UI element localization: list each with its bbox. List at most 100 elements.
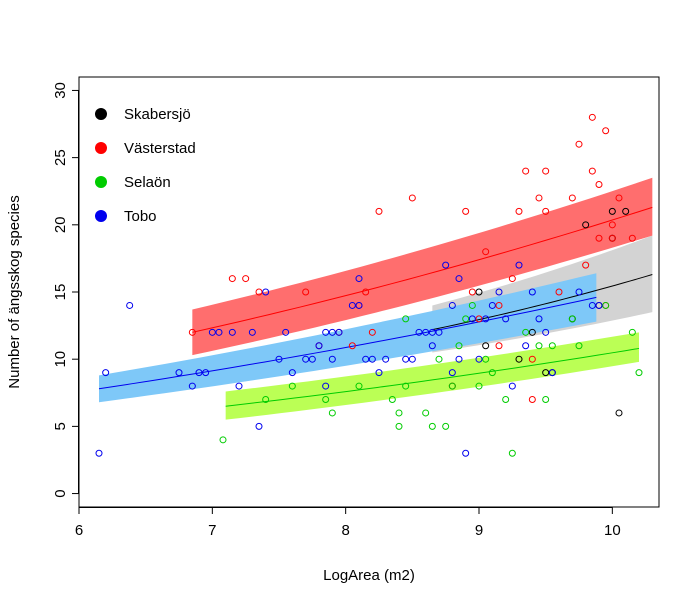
point-tobo <box>382 355 390 363</box>
point-tobo <box>588 301 596 309</box>
point-tobo <box>302 355 310 363</box>
point-vasterstad <box>475 315 483 323</box>
legend-label-vasterstad: Västerstad <box>124 140 196 157</box>
point-selaon <box>395 409 403 417</box>
point-vasterstad <box>302 288 310 296</box>
fit-lines <box>98 206 653 407</box>
point-tobo <box>475 355 483 363</box>
point-tobo <box>408 355 416 363</box>
legend-marker-tobo <box>95 210 107 222</box>
point-vasterstad <box>542 167 550 175</box>
point-skabersjo <box>608 207 616 215</box>
point-tobo <box>126 301 134 309</box>
point-tobo <box>322 328 330 336</box>
y-tick-label: 30 <box>52 82 69 99</box>
point-tobo <box>228 328 236 336</box>
point-vasterstad <box>602 127 610 135</box>
point-tobo <box>428 342 436 350</box>
band-tobo <box>99 273 597 403</box>
point-tobo <box>95 449 103 457</box>
point-tobo <box>335 328 343 336</box>
point-selaon <box>422 409 430 417</box>
x-axis-title: LogArea (m2) <box>323 567 415 584</box>
point-selaon <box>522 328 530 336</box>
fit-line-vasterstad <box>192 206 653 333</box>
point-selaon <box>288 382 296 390</box>
point-vasterstad <box>608 221 616 229</box>
y-tick-label: 10 <box>52 351 69 368</box>
point-tobo <box>368 355 376 363</box>
point-selaon <box>462 315 470 323</box>
legend-marker-vasterstad <box>95 142 107 154</box>
y-tick-label: 5 <box>52 422 69 430</box>
point-selaon <box>402 382 410 390</box>
point-selaon <box>322 396 330 403</box>
point-selaon <box>395 422 403 430</box>
point-tobo <box>455 355 463 363</box>
legend-item-tobo: Tobo <box>95 208 157 225</box>
legend-label-selaon: Selaön <box>124 174 171 191</box>
point-tobo <box>188 382 196 390</box>
point-selaon <box>355 382 363 390</box>
point-tobo <box>362 355 370 363</box>
point-tobo <box>595 301 603 309</box>
point-vasterstad <box>615 194 623 202</box>
point-vasterstad <box>535 194 543 202</box>
point-selaon <box>435 355 443 363</box>
point-skabersjo <box>528 328 536 336</box>
point-tobo <box>428 328 436 336</box>
point-selaon <box>502 396 510 403</box>
point-selaon <box>488 369 496 377</box>
point-tobo <box>488 301 496 309</box>
point-tobo <box>248 328 256 336</box>
point-tobo <box>328 328 336 336</box>
point-tobo <box>462 449 470 457</box>
point-tobo <box>355 301 363 309</box>
x-axis: 6 7 8 9 10 <box>75 507 621 539</box>
legend: Skabersjö Västerstad Selaön Tobo <box>95 106 196 225</box>
point-vasterstad <box>375 207 383 215</box>
y-axis-title: Number of ängsskog species <box>6 195 23 388</box>
x-tick-label: 7 <box>208 522 216 539</box>
point-selaon <box>602 301 610 309</box>
point-selaon <box>575 342 583 350</box>
point-tobo <box>575 288 583 296</box>
point-skabersjo <box>515 355 523 363</box>
point-tobo <box>288 369 296 377</box>
legend-item-selaon: Selaön <box>95 174 171 191</box>
point-skabersjo <box>475 288 483 296</box>
point-selaon <box>535 342 543 350</box>
point-tobo <box>328 355 336 363</box>
legend-marker-skabersjo <box>95 108 107 120</box>
point-tobo <box>255 422 263 430</box>
point-selaon <box>542 396 550 403</box>
fit-line-selaon <box>225 347 640 407</box>
band-vasterstad <box>192 177 653 356</box>
point-vasterstad <box>582 261 590 269</box>
point-vasterstad <box>468 288 476 296</box>
point-tobo <box>282 328 290 336</box>
point-tobo <box>195 369 203 377</box>
point-tobo <box>522 342 530 350</box>
point-selaon <box>508 449 516 457</box>
point-tobo <box>262 288 270 296</box>
point-vasterstad <box>528 355 536 363</box>
x-tick-label: 8 <box>341 522 349 539</box>
y-tick-label: 25 <box>52 149 69 166</box>
fit-line-skabersjo <box>432 274 653 331</box>
y-tick-label: 0 <box>52 489 69 497</box>
point-tobo <box>308 355 316 363</box>
point-vasterstad <box>408 194 416 202</box>
legend-item-skabersjo: Skabersjö <box>95 106 191 123</box>
point-selaon <box>388 396 396 403</box>
point-tobo <box>202 369 210 377</box>
point-selaon <box>482 355 490 363</box>
point-vasterstad <box>575 140 583 148</box>
point-tobo <box>535 315 543 323</box>
point-tobo <box>208 328 216 336</box>
point-selaon <box>448 382 456 390</box>
y-tick-label: 20 <box>52 216 69 233</box>
point-skabersjo <box>622 207 630 215</box>
point-vasterstad <box>495 342 503 350</box>
